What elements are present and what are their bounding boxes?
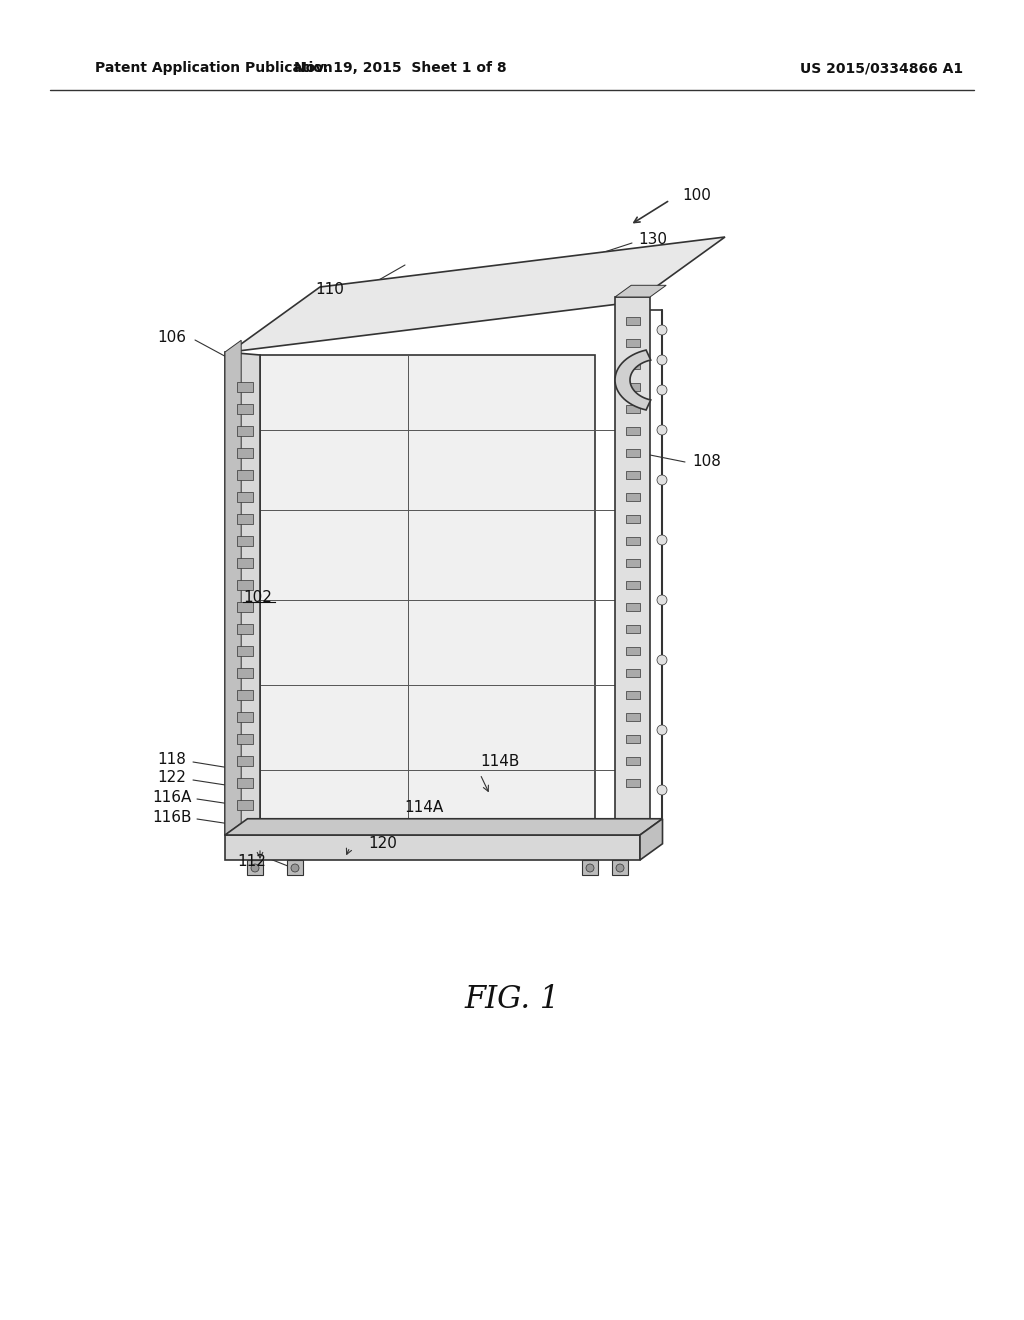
Text: 120: 120: [368, 836, 397, 850]
Circle shape: [291, 865, 299, 873]
Bar: [237, 492, 253, 502]
Text: 118: 118: [158, 752, 186, 767]
Circle shape: [251, 865, 259, 873]
Bar: [626, 449, 640, 457]
Polygon shape: [615, 297, 650, 840]
Bar: [237, 602, 253, 612]
Circle shape: [586, 865, 594, 873]
Bar: [582, 861, 598, 875]
Polygon shape: [225, 836, 640, 861]
Text: 108: 108: [692, 454, 721, 470]
Text: 116B: 116B: [153, 809, 191, 825]
Bar: [237, 624, 253, 634]
Polygon shape: [615, 350, 650, 411]
Bar: [626, 317, 640, 325]
Circle shape: [657, 725, 667, 735]
Bar: [626, 735, 640, 743]
Bar: [237, 690, 253, 700]
Bar: [237, 645, 253, 656]
Bar: [237, 536, 253, 546]
Bar: [626, 624, 640, 634]
Bar: [237, 756, 253, 766]
Bar: [237, 734, 253, 744]
Text: 116A: 116A: [153, 789, 191, 804]
Bar: [626, 690, 640, 700]
Polygon shape: [225, 341, 242, 836]
Text: 110: 110: [315, 282, 344, 297]
Polygon shape: [225, 818, 663, 836]
Text: 100: 100: [682, 189, 711, 203]
Bar: [626, 492, 640, 502]
Circle shape: [657, 355, 667, 366]
Polygon shape: [225, 352, 260, 836]
Text: 122: 122: [158, 771, 186, 785]
Text: Patent Application Publication: Patent Application Publication: [95, 61, 333, 75]
Bar: [237, 513, 253, 524]
Bar: [237, 579, 253, 590]
Bar: [626, 405, 640, 413]
Bar: [626, 471, 640, 479]
Bar: [626, 558, 640, 568]
Circle shape: [616, 865, 624, 873]
Bar: [247, 861, 263, 875]
Bar: [626, 537, 640, 545]
Bar: [237, 777, 253, 788]
Bar: [237, 558, 253, 568]
Text: 130: 130: [638, 232, 667, 248]
Text: 112: 112: [238, 854, 266, 870]
Circle shape: [657, 325, 667, 335]
Polygon shape: [615, 285, 667, 297]
Bar: [626, 603, 640, 611]
Bar: [237, 381, 253, 392]
Bar: [237, 447, 253, 458]
Bar: [626, 426, 640, 436]
Bar: [626, 669, 640, 677]
Circle shape: [657, 425, 667, 436]
Bar: [237, 668, 253, 678]
Polygon shape: [640, 818, 663, 861]
Text: 114A: 114A: [404, 800, 443, 816]
Text: 114B: 114B: [480, 755, 519, 770]
Bar: [626, 756, 640, 766]
Circle shape: [657, 655, 667, 665]
Text: 106: 106: [158, 330, 186, 345]
Text: Nov. 19, 2015  Sheet 1 of 8: Nov. 19, 2015 Sheet 1 of 8: [294, 61, 506, 75]
Bar: [626, 713, 640, 721]
Bar: [626, 383, 640, 391]
Bar: [626, 647, 640, 655]
Bar: [626, 515, 640, 523]
Circle shape: [657, 475, 667, 484]
Bar: [237, 711, 253, 722]
Bar: [612, 861, 628, 875]
Circle shape: [657, 385, 667, 395]
Bar: [237, 800, 253, 810]
Bar: [626, 339, 640, 347]
Bar: [237, 426, 253, 436]
Circle shape: [657, 595, 667, 605]
Polygon shape: [230, 238, 725, 352]
Bar: [626, 360, 640, 370]
Bar: [287, 861, 303, 875]
Bar: [626, 779, 640, 787]
Bar: [237, 470, 253, 480]
Text: 102: 102: [244, 590, 272, 605]
Bar: [237, 404, 253, 414]
Bar: [626, 581, 640, 589]
Circle shape: [657, 535, 667, 545]
Circle shape: [657, 785, 667, 795]
Polygon shape: [260, 355, 595, 830]
Text: FIG. 1: FIG. 1: [464, 985, 560, 1015]
Text: US 2015/0334866 A1: US 2015/0334866 A1: [800, 61, 964, 75]
